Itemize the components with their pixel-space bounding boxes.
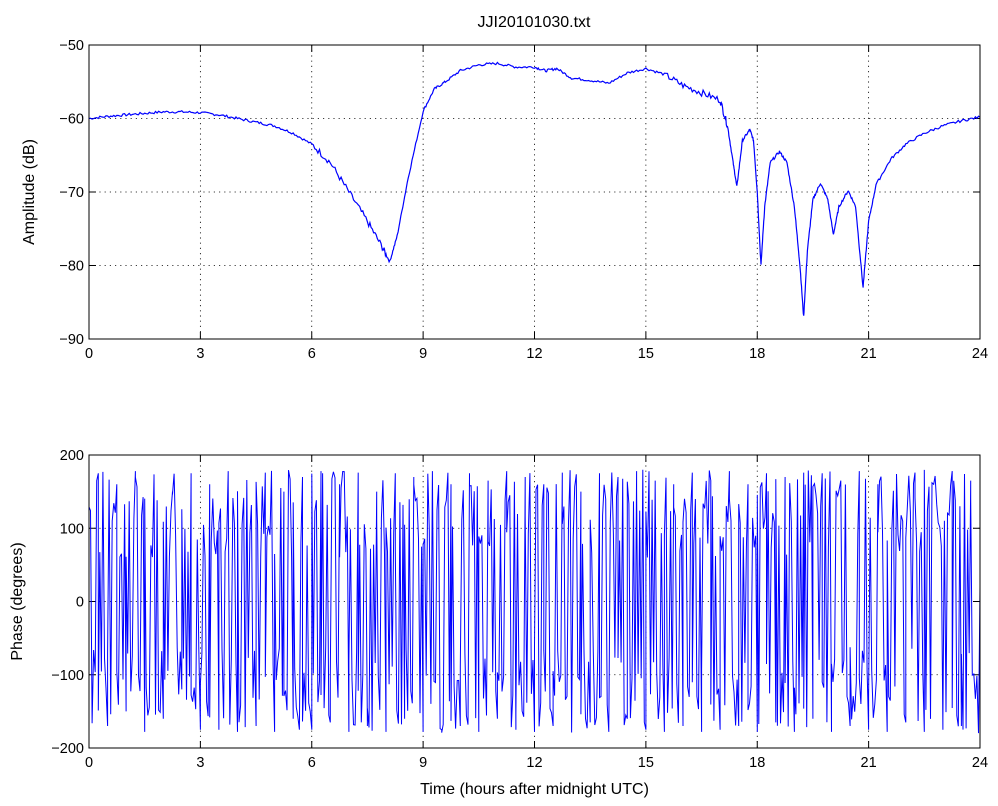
x-tick-label: 12 <box>526 346 542 362</box>
x-tick-label: 3 <box>196 346 204 362</box>
y-tick-label: 0 <box>76 595 84 611</box>
axes-frame <box>88 44 981 340</box>
x-tick-label: 0 <box>85 346 93 362</box>
x-tick-label: 18 <box>749 346 765 362</box>
x-tick-label: 9 <box>419 346 427 362</box>
y-axis-label: Amplitude (dB) <box>21 139 38 245</box>
x-tick-label: 24 <box>972 755 988 771</box>
phase-series-line <box>89 469 980 734</box>
x-tick-label: 24 <box>972 346 988 362</box>
y-tick-label: −70 <box>59 185 84 201</box>
x-tick-label: 6 <box>308 346 316 362</box>
x-tick-label: 12 <box>526 755 542 771</box>
y-axis-label: Phase (degrees) <box>9 542 26 660</box>
y-tick-label: −200 <box>51 741 84 757</box>
amplitude-series-line <box>89 61 980 316</box>
x-tick-label: 21 <box>861 755 877 771</box>
chart-title: JJI20101030.txt <box>478 14 592 31</box>
y-tick-label: −90 <box>59 332 84 348</box>
y-tick-label: −80 <box>59 259 84 275</box>
x-tick-label: 9 <box>419 755 427 771</box>
x-tick-label: 6 <box>308 755 316 771</box>
y-tick-label: −60 <box>59 112 84 128</box>
x-tick-label: 15 <box>638 346 654 362</box>
x-tick-label: 3 <box>196 755 204 771</box>
x-tick-label: 21 <box>861 346 877 362</box>
x-tick-label: 18 <box>749 755 765 771</box>
y-tick-label: −50 <box>59 38 84 54</box>
x-tick-label: 0 <box>85 755 93 771</box>
phase-panel: 0 3 6 9 12 15 18 21 24 −200 −100 0 100 200 Phase (degr… <box>9 448 988 798</box>
y-tick-label: 200 <box>60 448 84 464</box>
x-axis-label: Time (hours after midnight UTC) <box>420 781 649 798</box>
y-tick-label: −100 <box>51 668 84 684</box>
x-tick-label: 15 <box>638 755 654 771</box>
axes-frame <box>88 454 981 749</box>
amplitude-panel: 0 3 6 9 12 15 18 21 24 −90 −80 −70 −60 −50 Amplitude (… <box>21 38 988 362</box>
y-tick-label: 100 <box>60 521 84 537</box>
